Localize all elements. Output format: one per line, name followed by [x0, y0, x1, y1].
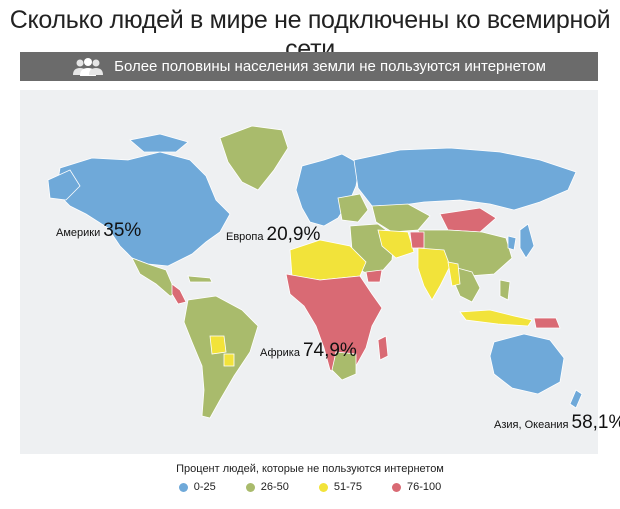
map-alaska — [47, 169, 81, 201]
legend-item: 26-50 — [245, 481, 289, 493]
map-new-zealand — [569, 389, 583, 409]
legend-dot — [245, 482, 255, 492]
region-percent: 74,9% — [302, 340, 357, 361]
region-name: Европа — [226, 231, 264, 243]
region-percent: 20,9% — [266, 224, 321, 245]
map-paraguay — [223, 353, 235, 367]
legend-title: Процент людей, которые не пользуются инт… — [176, 463, 444, 475]
map-philippines — [499, 279, 511, 301]
map-afghanistan — [409, 231, 425, 249]
map-papua — [533, 317, 561, 329]
subtitle-banner: Более половины населения земли не пользу… — [20, 52, 598, 81]
legend-dot — [392, 482, 402, 492]
region-name: Африка — [260, 347, 300, 359]
map-japan — [519, 223, 535, 259]
people-icon — [73, 57, 104, 76]
legend-dot — [178, 482, 188, 492]
map-caribbean — [187, 275, 213, 283]
map-australia — [489, 333, 565, 395]
map-central-america — [171, 283, 187, 305]
legend-dot — [318, 482, 328, 492]
region-percent: 35% — [103, 220, 142, 241]
map-korea — [507, 235, 517, 251]
world-map: Америки 35% Европа 20,9% Африка 74,9% Азия,… — [20, 90, 620, 454]
region-percent: 58,1% — [571, 412, 620, 433]
map-madagascar — [377, 335, 389, 361]
legend-label: 51-75 — [333, 481, 363, 493]
legend-item: 0-25 — [178, 481, 216, 493]
legend-label: 26-50 — [260, 481, 289, 493]
legend-label: 0-25 — [193, 481, 216, 493]
map-south-america — [183, 295, 259, 419]
region-name: Азия, Океания — [494, 419, 569, 431]
page-title: Сколько людей в мире не подключены ко вс… — [9, 6, 611, 63]
label-europe: Европа 20,9% — [226, 224, 320, 246]
map-greenland — [219, 125, 289, 191]
legend-item: 51-75 — [318, 481, 363, 493]
map-yemen — [365, 269, 383, 283]
map-myanmar — [447, 261, 461, 287]
map-eastern-europe — [337, 193, 369, 223]
banner-text: Более половины населения земли не пользу… — [114, 58, 546, 75]
label-americas: Америки 35% — [56, 220, 141, 242]
map-india — [417, 247, 451, 301]
map-russia — [353, 147, 577, 211]
map-arctic-islands — [129, 133, 189, 153]
map-mongolia — [439, 207, 497, 233]
map-iraq-iran — [377, 229, 415, 259]
map-north-america — [55, 151, 231, 267]
legend: 0-25 26-50 51-75 76-100 — [0, 481, 620, 493]
map-south-africa — [331, 351, 357, 381]
label-asia-oceania: Азия, Океания 58,1% — [494, 412, 620, 434]
region-name: Америки — [56, 227, 101, 239]
legend-item: 76-100 — [392, 481, 441, 493]
map-bolivia — [209, 335, 227, 355]
map-indonesia — [459, 309, 533, 327]
world-map-svg — [47, 125, 583, 419]
legend-label: 76-100 — [407, 481, 442, 493]
label-africa: Африка 74,9% — [260, 340, 357, 362]
